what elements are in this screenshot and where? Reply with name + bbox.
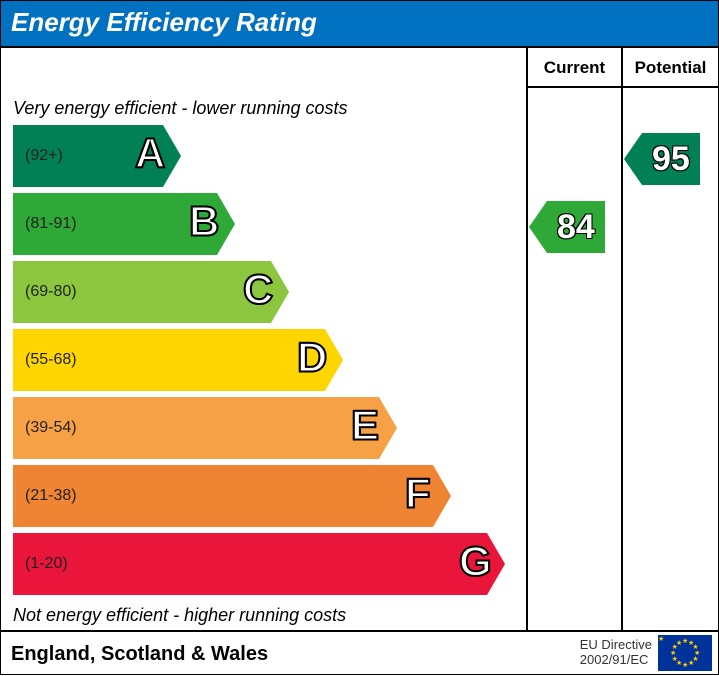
band-letter: D — [297, 334, 327, 382]
band-letter: G — [459, 538, 492, 586]
bands-area: Very energy efficient - lower running co… — [1, 88, 526, 632]
band-e: (39-54) E — [13, 397, 526, 459]
band-range: (1-20) — [25, 555, 68, 573]
pointer-value: 95 — [642, 133, 700, 185]
eu-flag-icon: ★★★★★★★★★★★★ — [658, 635, 712, 671]
directive-line1: EU Directive — [580, 638, 652, 653]
band-range: (21-38) — [25, 487, 77, 505]
band-range: (55-68) — [25, 351, 77, 369]
footer: England, Scotland & Wales EU Directive 2… — [1, 630, 718, 676]
band-f: (21-38) F — [13, 465, 526, 527]
band-c: (69-80) C — [13, 261, 526, 323]
band-letter: A — [135, 130, 165, 178]
pointer-value: 84 — [547, 201, 605, 253]
band-b: (81-91) B — [13, 193, 526, 255]
pointer-potential: 95 — [624, 133, 700, 185]
band-range: (69-80) — [25, 283, 77, 301]
bands-container: (92+) A (81-91) B (69-80) C (55-68) D (39-54) E (2… — [1, 125, 526, 595]
pointer-current: 84 — [529, 201, 605, 253]
band-letter: C — [243, 266, 273, 314]
directive-line2: 2002/91/EC — [580, 653, 652, 668]
band-d: (55-68) D — [13, 329, 526, 391]
column-header-current: Current — [526, 48, 621, 88]
band-letter: B — [189, 198, 219, 246]
column-current — [526, 88, 621, 632]
band-letter: E — [351, 402, 379, 450]
note-bottom: Not energy efficient - higher running co… — [1, 601, 526, 626]
note-top: Very energy efficient - lower running co… — [1, 88, 526, 125]
band-g: (1-20) G — [13, 533, 526, 595]
column-header-potential: Potential — [621, 48, 718, 88]
band-a: (92+) A — [13, 125, 526, 187]
epc-chart: Energy Efficiency Rating Current Potenti… — [0, 0, 719, 675]
band-range: (39-54) — [25, 419, 77, 437]
chart-title: Energy Efficiency Rating — [1, 1, 718, 46]
eu-directive: EU Directive 2002/91/EC ★★★★★★★★★★★★ — [580, 635, 712, 671]
band-letter: F — [405, 470, 431, 518]
band-range: (81-91) — [25, 215, 77, 233]
chart-grid: Current Potential Very energy efficient … — [1, 46, 718, 630]
region-label: England, Scotland & Wales — [1, 643, 268, 666]
band-range: (92+) — [25, 147, 63, 165]
